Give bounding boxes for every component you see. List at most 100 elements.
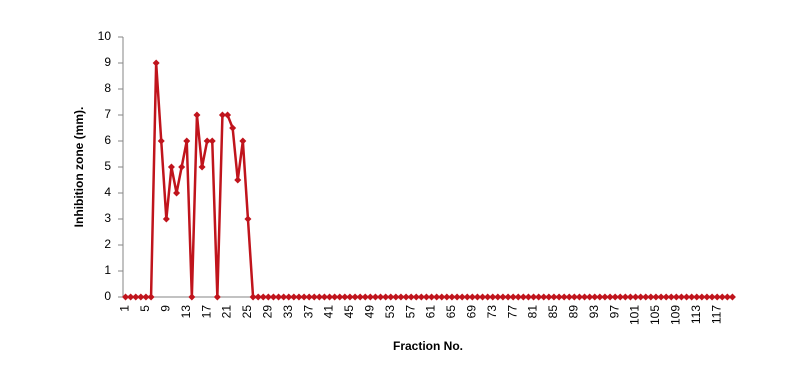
data-marker bbox=[473, 293, 481, 301]
data-marker bbox=[249, 293, 257, 301]
data-marker bbox=[662, 293, 670, 301]
data-marker bbox=[575, 293, 583, 301]
data-marker bbox=[504, 293, 512, 301]
x-tick-label: 85 bbox=[546, 305, 560, 319]
data-marker bbox=[377, 293, 385, 301]
y-tick-label: 1 bbox=[104, 263, 111, 277]
x-tick-label: 57 bbox=[403, 305, 417, 319]
data-marker bbox=[463, 293, 471, 301]
y-tick-label: 8 bbox=[104, 81, 111, 95]
data-marker bbox=[127, 293, 135, 301]
data-marker bbox=[713, 293, 721, 301]
x-tick-label: 33 bbox=[281, 305, 295, 319]
data-marker bbox=[509, 293, 517, 301]
data-marker bbox=[489, 293, 497, 301]
data-marker bbox=[351, 293, 359, 301]
x-tick-label: 93 bbox=[587, 305, 601, 319]
x-tick-label: 21 bbox=[220, 305, 234, 319]
data-marker bbox=[132, 293, 140, 301]
data-marker bbox=[402, 293, 410, 301]
y-tick-label: 4 bbox=[104, 185, 111, 199]
data-marker bbox=[254, 293, 262, 301]
data-marker bbox=[677, 293, 685, 301]
data-marker bbox=[428, 293, 436, 301]
data-marker bbox=[290, 293, 298, 301]
data-marker bbox=[142, 293, 150, 301]
y-tick-label: 2 bbox=[104, 237, 111, 251]
data-marker bbox=[336, 293, 344, 301]
data-marker bbox=[157, 137, 165, 145]
data-marker bbox=[484, 293, 492, 301]
data-marker bbox=[229, 124, 237, 132]
x-tick-label: 89 bbox=[567, 305, 581, 319]
data-marker bbox=[718, 293, 726, 301]
x-tick-label: 113 bbox=[689, 305, 703, 324]
data-marker bbox=[560, 293, 568, 301]
data-marker bbox=[438, 293, 446, 301]
data-line bbox=[125, 62, 733, 299]
y-tick-label: 0 bbox=[104, 289, 111, 303]
data-marker bbox=[453, 293, 461, 301]
data-marker bbox=[183, 137, 191, 145]
x-tick-label: 105 bbox=[648, 305, 662, 325]
data-marker bbox=[213, 293, 221, 301]
data-marker bbox=[331, 293, 339, 301]
data-marker bbox=[519, 293, 527, 301]
y-tick-label: 3 bbox=[104, 211, 111, 225]
y-axis-label: Inhibition zone (mm). bbox=[72, 107, 86, 228]
data-marker bbox=[667, 293, 675, 301]
data-marker bbox=[652, 293, 660, 301]
x-tick-label: 9 bbox=[159, 305, 173, 312]
x-tick-label: 101 bbox=[628, 305, 642, 325]
data-marker bbox=[591, 293, 599, 301]
data-marker bbox=[305, 293, 313, 301]
y-tick-label: 7 bbox=[104, 107, 111, 121]
data-marker bbox=[188, 293, 196, 301]
data-marker bbox=[586, 293, 594, 301]
data-marker bbox=[621, 293, 629, 301]
data-marker bbox=[616, 293, 624, 301]
data-marker bbox=[193, 111, 201, 119]
data-marker bbox=[422, 293, 430, 301]
x-tick-label: 65 bbox=[444, 305, 458, 319]
data-marker bbox=[361, 293, 369, 301]
x-tick-label: 29 bbox=[261, 305, 275, 319]
data-marker bbox=[280, 293, 288, 301]
data-marker bbox=[397, 293, 405, 301]
data-marker bbox=[693, 293, 701, 301]
x-tick-label: 69 bbox=[465, 305, 479, 319]
data-marker bbox=[239, 137, 247, 145]
data-marker bbox=[433, 293, 441, 301]
data-marker bbox=[137, 293, 145, 301]
data-marker bbox=[647, 293, 655, 301]
x-tick-label: 77 bbox=[505, 305, 519, 319]
data-marker bbox=[203, 137, 211, 145]
data-marker bbox=[570, 293, 578, 301]
data-marker bbox=[530, 293, 538, 301]
data-marker bbox=[407, 293, 415, 301]
data-marker bbox=[244, 215, 252, 223]
data-marker bbox=[234, 176, 242, 184]
data-marker bbox=[315, 293, 323, 301]
data-marker bbox=[162, 215, 170, 223]
x-axis-label: Fraction No. bbox=[393, 339, 463, 353]
data-marker bbox=[545, 293, 553, 301]
data-marker bbox=[514, 293, 522, 301]
data-marker bbox=[458, 293, 466, 301]
x-tick-label: 13 bbox=[179, 305, 193, 319]
data-marker bbox=[366, 293, 374, 301]
data-marker bbox=[606, 293, 614, 301]
x-tick-label: 117 bbox=[709, 305, 723, 324]
data-marker bbox=[341, 293, 349, 301]
data-marker bbox=[642, 293, 650, 301]
x-tick-label: 1 bbox=[118, 305, 132, 312]
y-tick-label: 5 bbox=[104, 159, 111, 173]
data-marker bbox=[275, 293, 283, 301]
data-marker bbox=[208, 137, 216, 145]
data-marker bbox=[371, 293, 379, 301]
data-marker bbox=[122, 293, 130, 301]
x-tick-label: 41 bbox=[322, 305, 336, 319]
data-marker bbox=[524, 293, 532, 301]
data-marker bbox=[382, 293, 390, 301]
